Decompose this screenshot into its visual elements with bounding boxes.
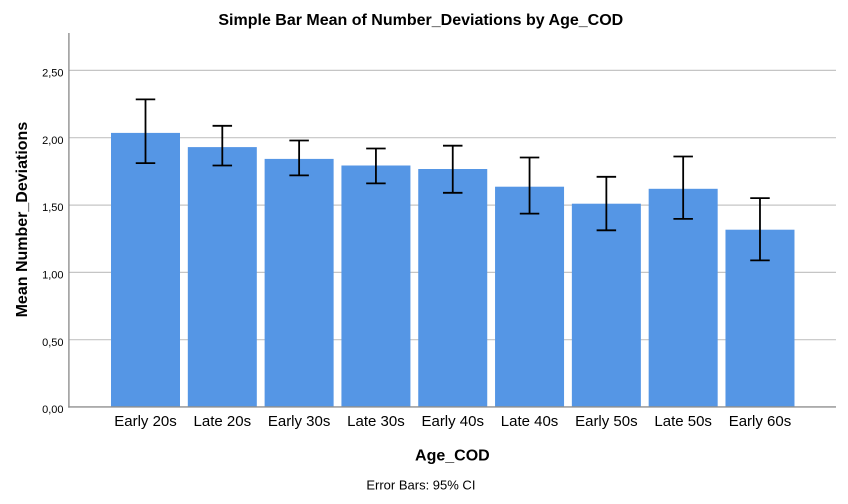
svg-text:Early 60s: Early 60s bbox=[729, 413, 792, 430]
svg-text:Late 50s: Late 50s bbox=[654, 413, 712, 430]
svg-text:Age_COD: Age_COD bbox=[415, 448, 490, 465]
svg-text:2,00: 2,00 bbox=[42, 135, 63, 147]
svg-text:Early 50s: Early 50s bbox=[575, 413, 638, 430]
svg-text:Mean Number_Deviations: Mean Number_Deviations bbox=[14, 122, 31, 318]
svg-text:Error Bars: 95% CI: Error Bars: 95% CI bbox=[366, 478, 475, 493]
svg-text:Early 30s: Early 30s bbox=[268, 413, 331, 430]
svg-text:Late 40s: Late 40s bbox=[501, 413, 559, 430]
svg-text:1,00: 1,00 bbox=[42, 270, 63, 282]
svg-text:Early 40s: Early 40s bbox=[421, 413, 484, 430]
svg-text:Late 30s: Late 30s bbox=[347, 413, 405, 430]
svg-text:2,50: 2,50 bbox=[42, 68, 63, 80]
svg-text:Late 20s: Late 20s bbox=[194, 413, 252, 430]
svg-text:Early 20s: Early 20s bbox=[114, 413, 177, 430]
svg-text:1,50: 1,50 bbox=[42, 202, 63, 214]
svg-text:Simple Bar Mean of Number_Devi: Simple Bar Mean of Number_Deviations by … bbox=[218, 12, 623, 29]
svg-text:0,00: 0,00 bbox=[42, 404, 63, 416]
svg-text:0,50: 0,50 bbox=[42, 337, 63, 349]
